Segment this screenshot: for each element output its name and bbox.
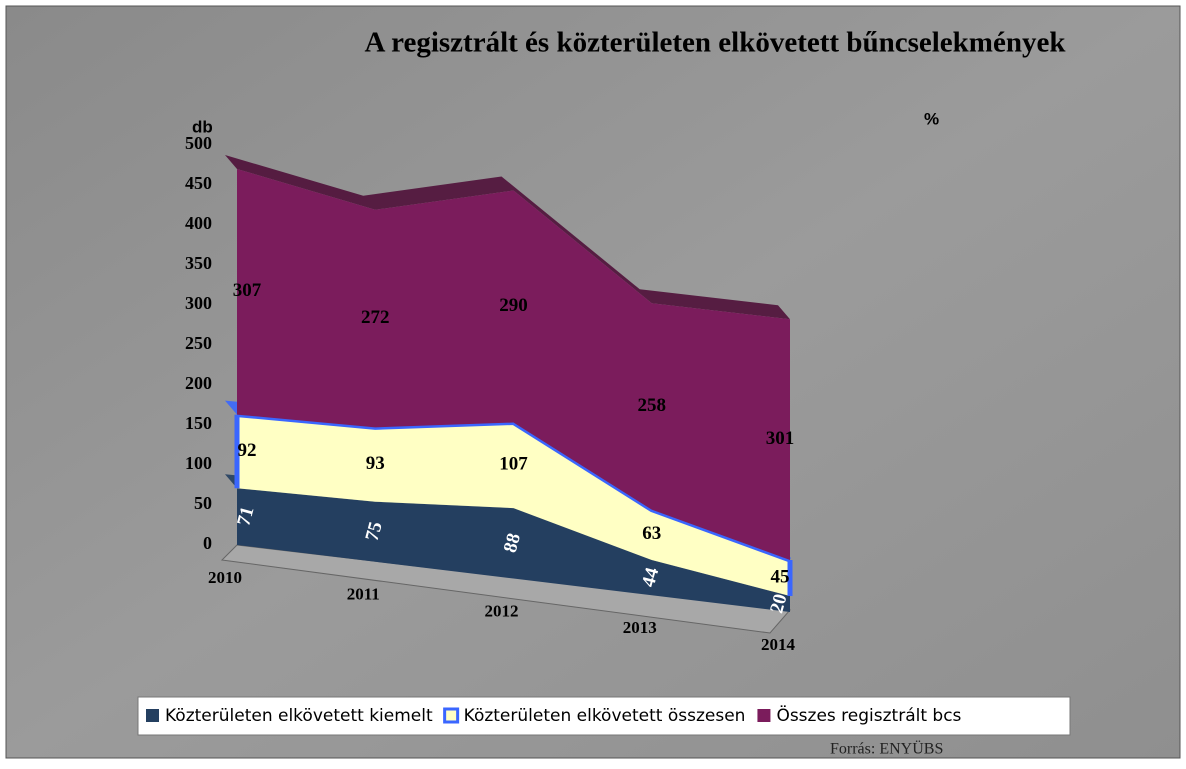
legend xyxy=(137,696,1071,736)
x-tick-label: 2014 xyxy=(761,635,796,654)
x-tick-label: 2010 xyxy=(208,568,242,587)
x-tick-label: 2013 xyxy=(623,618,657,637)
y-tick-label: 200 xyxy=(185,373,212,393)
data-label: 107 xyxy=(499,454,528,475)
y-tick-label: 500 xyxy=(185,133,212,153)
y-tick-label: 350 xyxy=(185,253,212,273)
data-label: 290 xyxy=(499,295,528,316)
x-tick-label: 2012 xyxy=(485,601,519,620)
legend-swatch xyxy=(757,709,771,722)
chart-title: A regisztrált és közterületen elkövetett… xyxy=(365,27,1067,59)
y-tick-label: 400 xyxy=(185,213,212,233)
data-label: 93 xyxy=(366,453,385,474)
data-label: 307 xyxy=(233,280,262,301)
legend-label: Közterületen elkövetett kiemelt xyxy=(165,706,433,726)
x-tick-label: 2011 xyxy=(347,585,380,604)
y-tick-label: 250 xyxy=(185,333,212,353)
data-label: 45 xyxy=(771,566,790,587)
area xyxy=(237,169,790,560)
legend-swatch xyxy=(146,709,159,722)
data-label: 258 xyxy=(638,395,667,416)
legend-swatch xyxy=(443,707,460,724)
legend-label: Összes regisztrált bcs xyxy=(776,704,961,726)
legend-label: Közterületen elkövetett összesen xyxy=(464,706,746,726)
data-label: 63 xyxy=(642,523,661,544)
y-axis-label: db xyxy=(192,117,213,136)
y-tick-label: 0 xyxy=(203,533,212,553)
y-tick-label: 300 xyxy=(185,293,212,313)
data-label: 20 xyxy=(766,592,791,616)
y-tick-label: 100 xyxy=(185,453,212,473)
source: Forrás: ENYÜBS xyxy=(830,740,943,758)
y2-axis-label: % xyxy=(924,109,939,128)
y-tick-label: 150 xyxy=(185,413,212,433)
data-label: 71 xyxy=(233,504,258,528)
data-label: 301 xyxy=(766,428,795,449)
area-depth xyxy=(225,155,790,320)
y-tick-label: 50 xyxy=(194,493,212,513)
data-label: 272 xyxy=(361,307,390,328)
data-label: 92 xyxy=(238,440,257,461)
data-label: 75 xyxy=(362,520,387,544)
area xyxy=(237,488,790,612)
area xyxy=(237,414,790,596)
data-label: 88 xyxy=(500,531,525,555)
y-tick-label: 450 xyxy=(185,173,212,193)
